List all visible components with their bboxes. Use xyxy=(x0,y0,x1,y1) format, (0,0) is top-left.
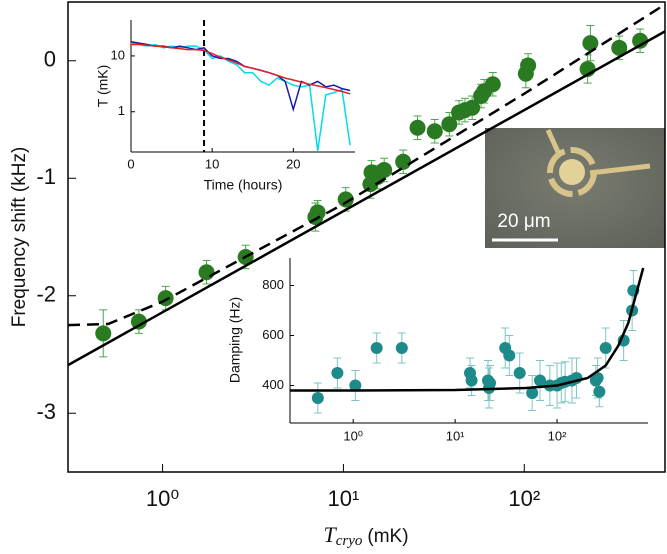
data-point xyxy=(484,76,501,93)
chart: 0 10 20 1 10 xyxy=(111,20,355,171)
data-point xyxy=(484,377,497,389)
data-point xyxy=(593,385,606,398)
data-point xyxy=(311,392,324,404)
x-axis-unit: (mK) xyxy=(367,526,408,547)
chart: 10⁰ 10¹ 10² 400 600 800 xyxy=(262,258,648,443)
data-point xyxy=(503,349,516,362)
y-tick-label: 10 xyxy=(111,47,125,62)
data-point xyxy=(395,153,412,170)
micrograph: 20 μm xyxy=(485,128,665,248)
x-tick-label: 10² xyxy=(508,486,540,511)
line-series xyxy=(130,42,351,151)
y-tick-label: 0 xyxy=(44,47,56,72)
micrograph-ring xyxy=(547,147,597,197)
data-point xyxy=(349,379,362,392)
data-point xyxy=(632,32,649,49)
inset-y-axis-title: T (mK) xyxy=(95,65,111,108)
data-point xyxy=(409,119,426,136)
data-point xyxy=(130,313,147,330)
data-point xyxy=(599,342,612,354)
line-series xyxy=(67,30,666,367)
data-point xyxy=(465,374,478,387)
data-point xyxy=(611,39,628,56)
x-tick-label: 20 xyxy=(286,156,300,171)
data-point xyxy=(337,191,354,208)
micrograph-leads xyxy=(545,128,651,176)
y-tick-label: 400 xyxy=(262,377,284,392)
data-point xyxy=(582,35,599,52)
line-series xyxy=(67,3,666,327)
data-point xyxy=(198,264,215,281)
data-point xyxy=(526,387,539,399)
data-point xyxy=(591,372,604,384)
scale-bar-label: 20 μm xyxy=(497,211,550,232)
x-axis-symbol: T xyxy=(323,522,337,547)
data-point xyxy=(513,367,526,379)
data-point xyxy=(441,116,458,133)
y-tick-label: -1 xyxy=(36,164,56,189)
line-series xyxy=(130,40,351,113)
line-series xyxy=(131,43,351,95)
x-tick-label: 10¹ xyxy=(328,486,360,511)
data-point xyxy=(395,342,408,354)
x-tick-label: 10⁰ xyxy=(146,486,179,511)
inset-x-axis-title: Time (hours) xyxy=(204,177,283,193)
y-axis-title: Frequency shift (kHz) xyxy=(9,147,30,328)
data-point xyxy=(533,374,546,387)
data-point xyxy=(426,123,443,140)
y-tick-label: -2 xyxy=(36,282,56,307)
data-point xyxy=(331,367,344,379)
plot-frame xyxy=(67,1,666,473)
x-axis-title: Tcryo (mK) xyxy=(323,522,408,549)
micrograph-disc xyxy=(559,159,585,185)
x-tick-label: 10¹ xyxy=(446,428,465,443)
chart: 10⁰ 10¹ 10² 0 -1 -2 -3 xyxy=(36,1,666,511)
line-series xyxy=(290,267,645,392)
x-tick-label: 10² xyxy=(548,428,567,443)
data-point xyxy=(376,162,393,179)
y-tick-label: -3 xyxy=(36,399,56,424)
x-tick-label: 10 xyxy=(205,156,219,171)
inset-y-axis-title: Damping (Hz) xyxy=(227,297,243,383)
data-point xyxy=(370,342,383,354)
x-tick-label: 0 xyxy=(127,156,134,171)
y-tick-label: 1 xyxy=(118,103,125,118)
data-point xyxy=(309,204,326,221)
y-tick-label: 800 xyxy=(262,277,284,292)
data-point xyxy=(464,99,481,116)
y-tick-label: 600 xyxy=(262,327,284,342)
data-point xyxy=(520,57,537,74)
x-tick-label: 10⁰ xyxy=(343,428,363,443)
data-point xyxy=(95,325,112,342)
x-axis-subscript: cryo xyxy=(336,533,363,549)
